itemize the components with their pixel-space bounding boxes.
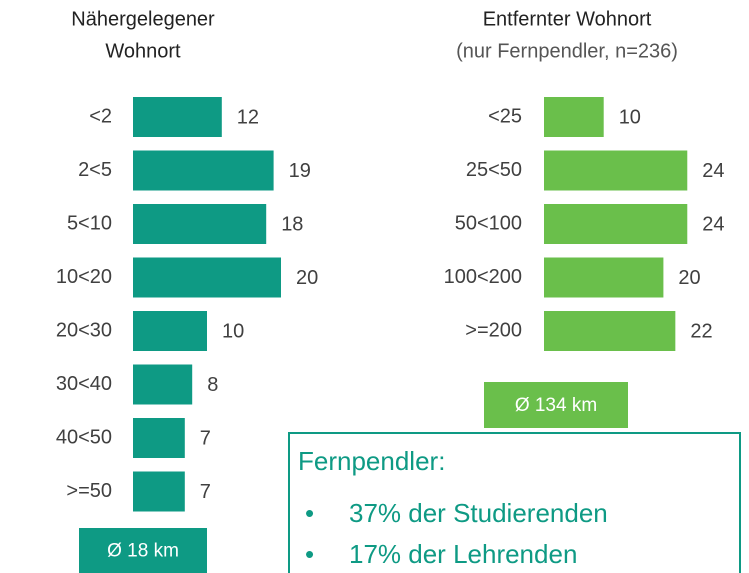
bar: [133, 97, 222, 137]
value-label: 12: [237, 106, 259, 128]
value-label: 18: [281, 213, 303, 235]
category-label: 25<50: [466, 159, 522, 181]
category-label: 20<30: [56, 319, 112, 341]
value-label: 19: [289, 160, 311, 182]
note-item: 17% der Lehrenden: [349, 539, 577, 569]
bar: [133, 471, 185, 512]
chart-subtitle: (nur Fernpendler, n=236): [456, 40, 678, 62]
note-item: 37% der Studierenden: [349, 498, 608, 528]
category-label: 5<10: [67, 212, 112, 234]
bar: [544, 97, 604, 137]
bar: [544, 204, 688, 244]
average-label: Ø 18 km: [107, 541, 179, 562]
category-label: 50<100: [455, 212, 522, 234]
average-box: [79, 528, 207, 573]
category-label: >=50: [66, 480, 112, 502]
bar: [544, 257, 664, 298]
bullet: •: [305, 498, 314, 528]
value-label: 7: [200, 481, 211, 503]
bar: [544, 311, 676, 351]
bar: [133, 257, 281, 298]
bar: [133, 204, 267, 244]
bullet: •: [305, 539, 314, 569]
value-label: 8: [207, 374, 218, 396]
value-label: 24: [702, 213, 724, 235]
category-label: <2: [89, 105, 112, 127]
category-label: 40<50: [56, 426, 112, 448]
category-label: >=200: [465, 319, 522, 341]
bar: [544, 150, 688, 191]
average-box: [484, 382, 628, 428]
value-label: 10: [619, 106, 641, 128]
bar: [133, 364, 193, 405]
category-label: 100<200: [444, 266, 522, 288]
chart-title: Nähergelegener: [71, 8, 215, 30]
category-label: 30<40: [56, 373, 112, 395]
note-box: [288, 432, 741, 573]
value-label: 24: [702, 160, 724, 182]
category-label: <25: [488, 105, 522, 127]
value-label: 7: [200, 427, 211, 449]
value-label: 20: [678, 267, 700, 289]
category-label: 2<5: [78, 159, 112, 181]
bar: [133, 150, 274, 191]
bar: [133, 311, 207, 351]
chart-title: Wohnort: [105, 40, 181, 62]
value-label: 22: [690, 320, 712, 342]
note-title: Fernpendler:: [298, 446, 445, 476]
value-label: 10: [222, 320, 244, 342]
chart-title: Entfernter Wohnort: [483, 8, 652, 30]
bar: [133, 418, 185, 458]
average-label: Ø 134 km: [515, 395, 597, 416]
category-label: 10<20: [56, 266, 112, 288]
value-label: 20: [296, 267, 318, 289]
